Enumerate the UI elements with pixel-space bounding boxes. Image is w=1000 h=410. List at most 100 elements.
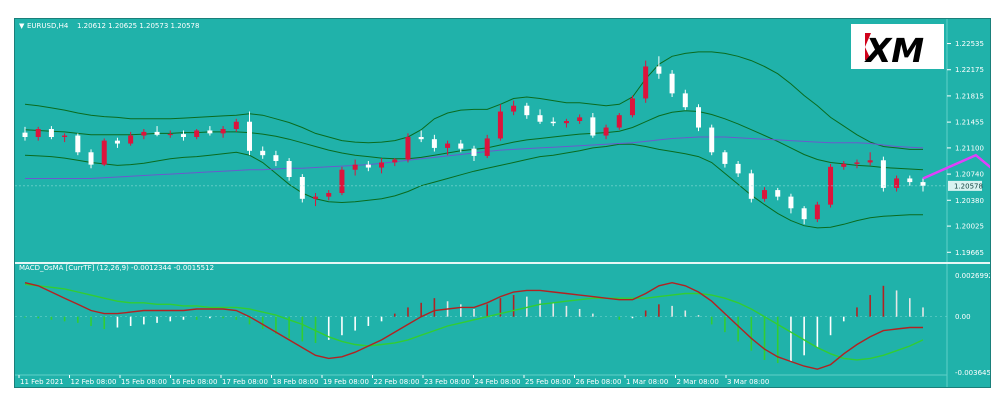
price-tick-label: 1.22175 <box>955 66 984 74</box>
candle-body <box>326 193 332 197</box>
candle-body <box>273 155 279 161</box>
time-tick-label: 11 Feb 2021 <box>20 378 64 386</box>
candle-body <box>880 160 886 188</box>
candle-body <box>696 107 701 128</box>
candle-body <box>194 130 200 137</box>
time-tick-label: 12 Feb 08:00 <box>71 378 117 386</box>
candle-body <box>894 178 900 188</box>
bollinger-bands <box>24 51 924 229</box>
forecast-arrow <box>922 153 990 180</box>
time-tick-label: 25 Feb 08:00 <box>525 378 571 386</box>
candle-body <box>313 196 319 199</box>
price-tick-label: 1.20740 <box>955 171 984 179</box>
candle-body <box>299 177 305 199</box>
candle-body <box>101 140 107 165</box>
candle-body <box>445 143 451 148</box>
candle-body <box>616 115 622 128</box>
candle-body <box>669 73 675 94</box>
candle-body <box>801 208 807 220</box>
forecast-path <box>922 153 990 180</box>
bollinger-upper-line <box>24 51 923 150</box>
time-tick-label: 24 Feb 08:00 <box>475 378 521 386</box>
candle-body <box>35 129 41 137</box>
candle-body <box>867 160 873 163</box>
time-tick-label: 18 Feb 08:00 <box>273 378 319 386</box>
price-tick-label: 1.21455 <box>955 119 984 127</box>
time-tick-label: 19 Feb 08:00 <box>323 378 369 386</box>
time-tick-label: 26 Feb 08:00 <box>576 378 622 386</box>
bollinger-lower-line <box>24 143 923 229</box>
signal-line <box>24 283 924 361</box>
time-tick-label: 3 Mar 08:00 <box>727 378 769 386</box>
candle-body <box>709 127 715 153</box>
chart-canvas: 1.22535 1.22175 1.21815 1.21455 1.21100 1.207… <box>15 19 990 387</box>
candle-body <box>563 121 569 124</box>
candle-body <box>828 166 834 205</box>
macd-line <box>24 281 923 370</box>
price-tick-label: 1.20025 <box>955 223 984 231</box>
candle-body <box>167 134 173 136</box>
time-tick-label: 2 Mar 08:00 <box>677 378 719 386</box>
candle-body <box>577 117 583 121</box>
candle-body <box>762 190 768 199</box>
time-tick-label: 22 Feb 08:00 <box>374 378 420 386</box>
candle-body <box>814 204 820 220</box>
candle-body <box>735 163 741 174</box>
candle-body <box>788 196 794 209</box>
candle-body <box>88 152 94 165</box>
time-axis: 11 Feb 2021 12 Feb 08:00 15 Feb 08:00 16 Fe… <box>18 375 769 386</box>
candle-body <box>854 162 860 164</box>
price-axis: 1.22535 1.22175 1.21815 1.21455 1.21100 1.207… <box>15 40 984 257</box>
candle-body <box>365 164 371 168</box>
candle-body <box>141 131 147 136</box>
price-tick-label: 1.19665 <box>955 249 984 257</box>
candle-body <box>418 137 424 140</box>
candle-body <box>207 130 213 134</box>
price-plot-area <box>15 19 947 262</box>
candle-body <box>471 148 477 156</box>
candle-body <box>497 111 503 139</box>
candle-body <box>550 121 556 124</box>
candle-body <box>603 127 609 136</box>
symbol-label: EURUSD,H4 <box>27 22 69 30</box>
candle-body <box>286 161 292 177</box>
candle-body <box>590 117 596 136</box>
candle-body <box>484 138 490 156</box>
logo-text: XM <box>864 31 924 70</box>
candle-body <box>154 131 160 135</box>
candle-body <box>128 135 134 144</box>
candle-body <box>339 169 345 193</box>
candle-body <box>775 190 781 197</box>
indicator-tick-label: 0.00 <box>955 313 971 321</box>
candle-body <box>75 135 81 153</box>
time-tick-label: 16 Feb 08:00 <box>172 378 218 386</box>
candle-body <box>22 132 28 137</box>
candle-body <box>629 98 635 116</box>
candle-body <box>405 137 411 160</box>
candlestick-series <box>22 56 926 225</box>
candle-body <box>114 140 120 144</box>
price-tick-label: 1.22535 <box>955 40 984 48</box>
macd-histogram <box>15 285 947 364</box>
chart-window: 1.22535 1.22175 1.21815 1.21455 1.21100 1.207… <box>14 18 991 388</box>
candle-body <box>511 105 517 112</box>
candle-body <box>62 135 68 137</box>
macd-lines <box>24 281 924 370</box>
indicator-tick-label: -0.0036459 <box>955 369 990 377</box>
candle-body <box>722 152 728 164</box>
collapse-arrow-icon[interactable]: ▼ <box>19 22 25 30</box>
candle-body <box>48 129 54 137</box>
candle-body <box>458 143 464 149</box>
price-tick-label: 1.20380 <box>955 197 984 205</box>
current-price-label: 1.20578 <box>954 182 983 190</box>
candle-body <box>247 121 252 151</box>
candle-body <box>682 93 688 108</box>
candle-body <box>233 121 239 129</box>
candle-body <box>920 182 926 186</box>
candle-body <box>643 66 649 99</box>
candle-body <box>656 66 662 74</box>
candle-body <box>220 129 226 134</box>
price-tick-label: 1.21100 <box>955 144 984 152</box>
time-tick-label: 17 Feb 08:00 <box>222 378 268 386</box>
candle-body <box>379 162 385 168</box>
